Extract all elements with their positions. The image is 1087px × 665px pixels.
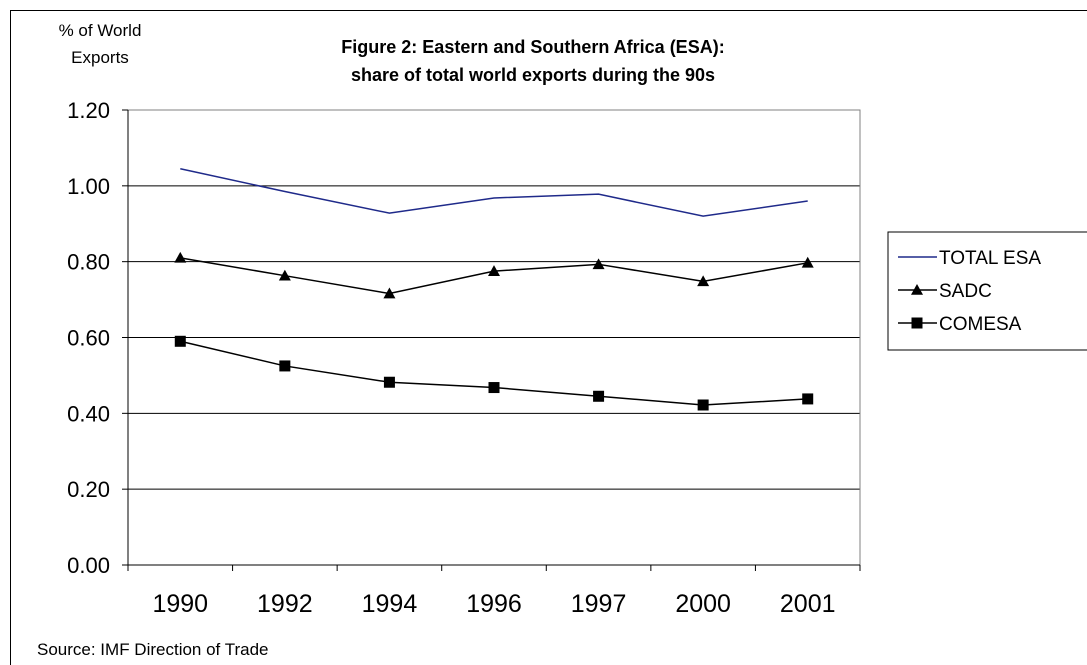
x-tick-label-1996: 1996	[466, 590, 522, 618]
x-tick-label-1992: 1992	[257, 590, 313, 618]
series-line-total-esa	[180, 168, 808, 217]
legend: TOTAL ESA SADC COMESA	[887, 231, 1087, 351]
y-axis-label-line-2: Exports	[71, 48, 129, 67]
y-tick-label: 1.20	[67, 98, 110, 123]
data-point-comesa	[279, 360, 291, 372]
legend-label-sadc: SADC	[939, 281, 992, 302]
x-tick-label-1997: 1997	[571, 590, 627, 618]
x-tick-label-2000: 2000	[675, 590, 731, 618]
gridlines	[128, 185, 860, 490]
data-point-sadc	[383, 287, 396, 299]
y-tick-label: 0.40	[67, 401, 110, 426]
series-group	[174, 168, 814, 411]
data-point-sadc	[174, 251, 187, 263]
x-tick-label-1990: 1990	[152, 590, 208, 618]
data-point-sadc	[592, 258, 605, 270]
data-point-comesa	[802, 393, 814, 405]
y-tick-label: 0.00	[67, 553, 110, 578]
data-point-sadc	[697, 275, 710, 287]
axes: 0.00 0.20 0.40 0.60 0.80 1.00 1.20 1990 1992 1994…	[67, 98, 861, 618]
legend-marker-comesa	[911, 317, 923, 329]
data-point-comesa	[383, 376, 395, 388]
data-point-comesa	[488, 382, 500, 394]
legend-label-comesa: COMESA	[939, 314, 1022, 335]
chart-title-line-2: share of total world exports during the …	[351, 65, 715, 85]
x-tick-label-1994: 1994	[362, 590, 418, 618]
y-axis-label-line-1: % of World	[59, 21, 142, 40]
x-tick-label-2001: 2001	[780, 590, 836, 618]
data-point-sadc	[488, 265, 500, 276]
data-point-comesa	[697, 399, 709, 411]
y-tick-label: 0.80	[67, 250, 110, 275]
y-tick-label: 1.00	[67, 174, 110, 199]
legend-box	[887, 231, 1087, 351]
y-tick-label: 0.20	[67, 477, 110, 502]
data-point-comesa	[593, 390, 605, 402]
chart-title-line-1: Figure 2: Eastern and Southern Africa (E…	[341, 37, 724, 57]
source-note: Source: IMF Direction of Trade	[37, 640, 268, 659]
y-tick-label: 0.60	[67, 326, 110, 351]
data-point-sadc	[801, 256, 814, 268]
series-line-comesa	[180, 340, 808, 406]
legend-marker-sadc	[911, 284, 923, 295]
legend-label-total-esa: TOTAL ESA	[939, 248, 1041, 269]
data-point-comesa	[174, 335, 186, 347]
data-point-sadc	[278, 269, 291, 281]
